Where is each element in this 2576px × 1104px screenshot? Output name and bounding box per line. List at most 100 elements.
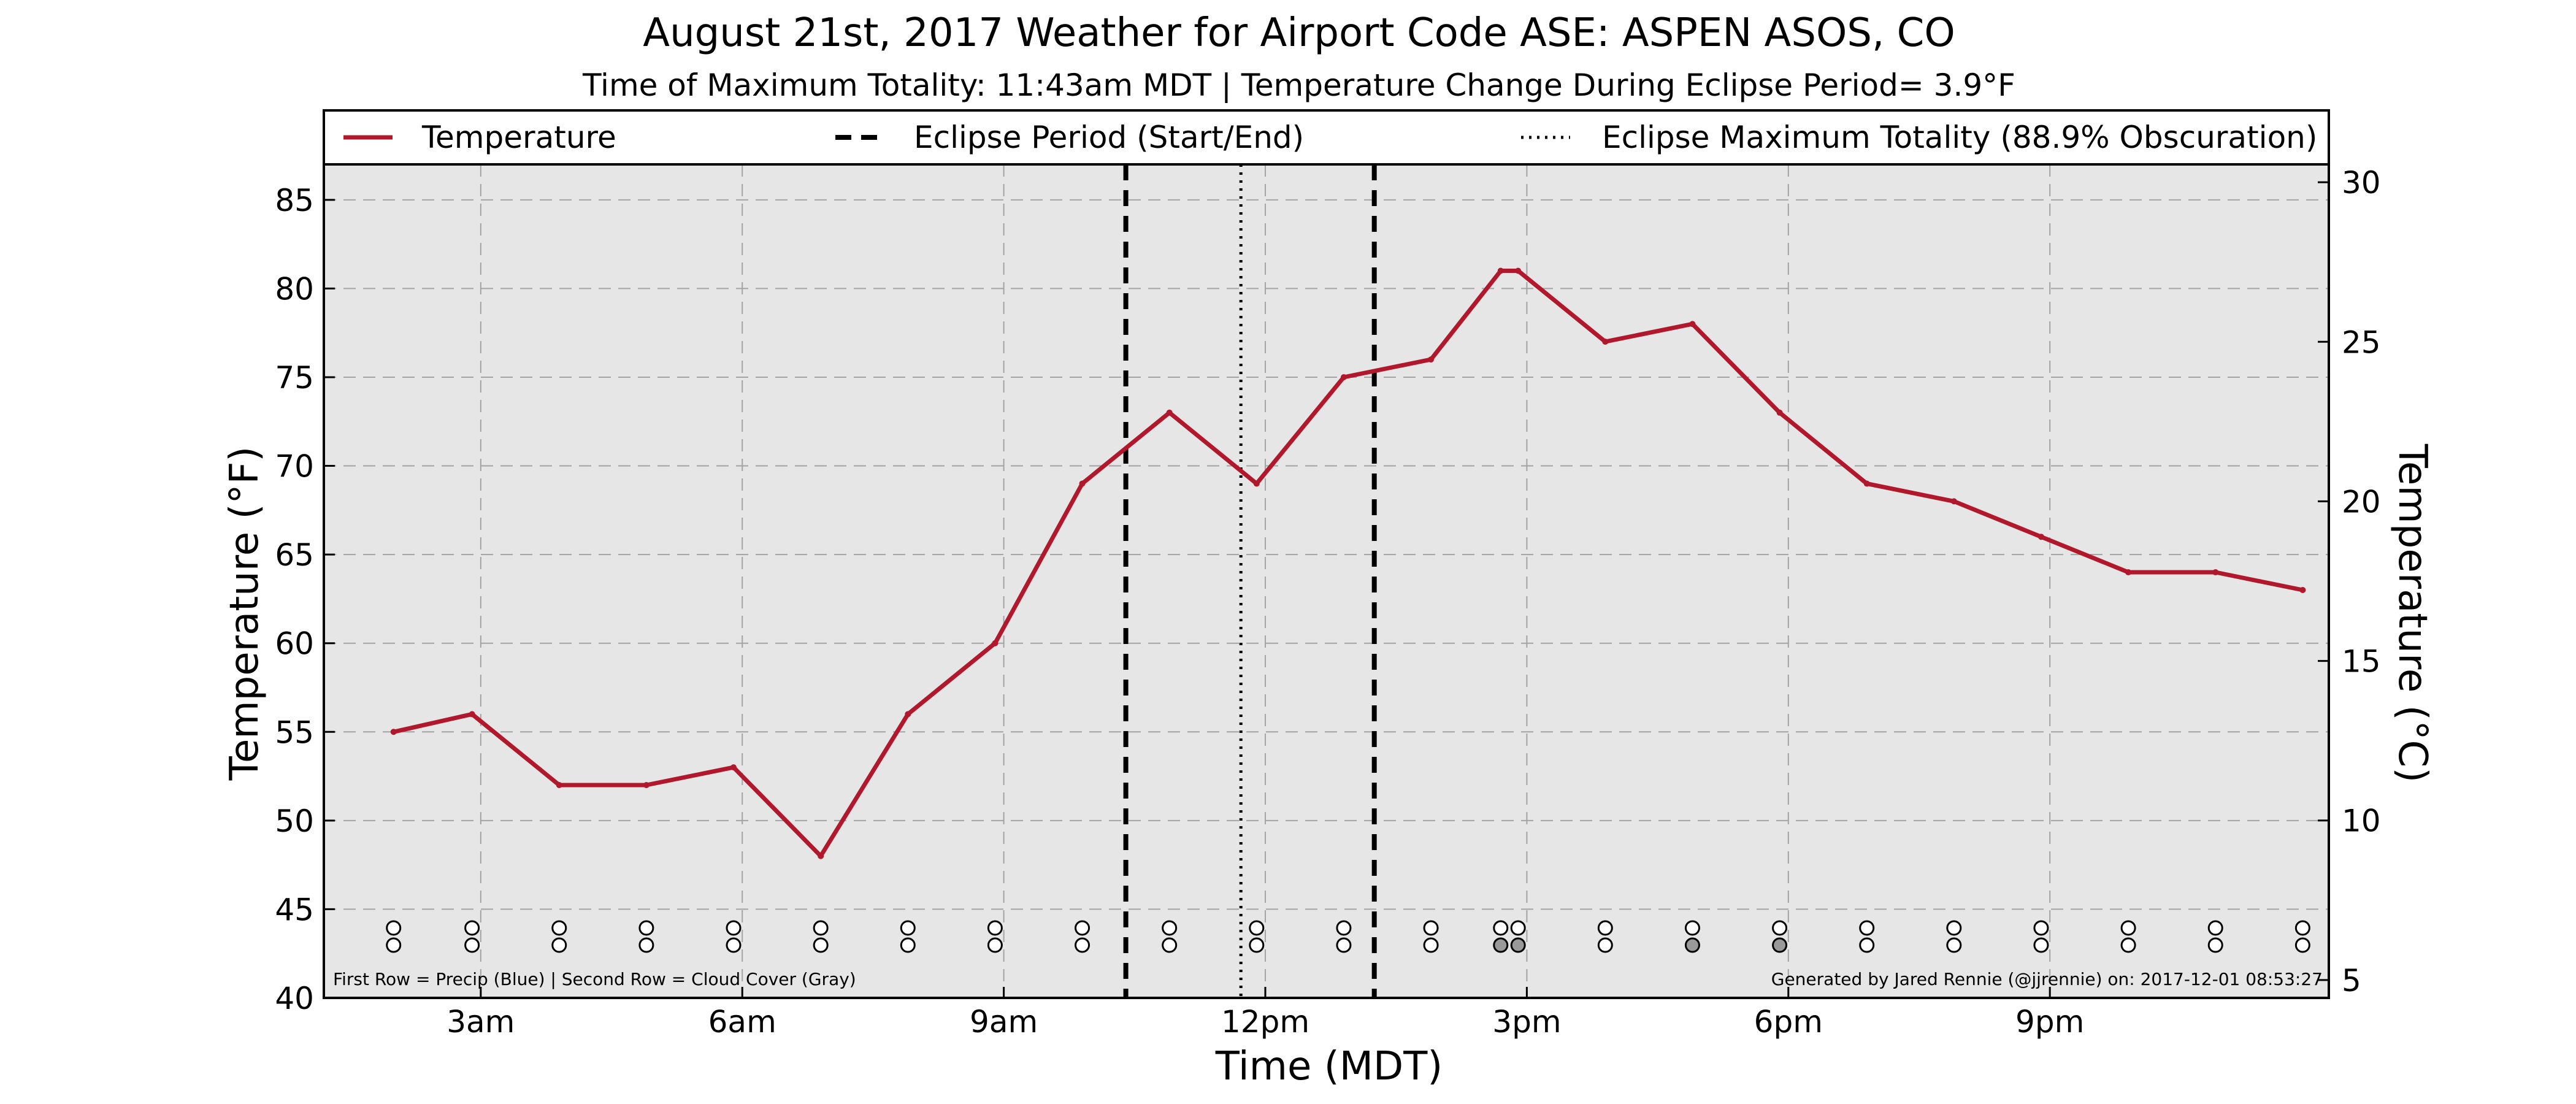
- temperature-point: [905, 711, 911, 718]
- x-tick-label: 9am: [970, 1004, 1038, 1040]
- legend-temperature-label: Temperature: [421, 120, 616, 155]
- legend-eclipse-max-label: Eclipse Maximum Totality (88.9% Obscurat…: [1602, 120, 2317, 155]
- temperature-point: [1497, 267, 1504, 274]
- cloud-cover-marker: [551, 937, 567, 953]
- temperature-point: [1428, 356, 1435, 363]
- cloud-cover-marker: [2120, 937, 2136, 953]
- precip-marker: [464, 920, 480, 936]
- cloud-cover-marker: [1597, 937, 1613, 953]
- cloud-cover-marker: [1162, 937, 1178, 953]
- precip-marker: [1859, 920, 1875, 936]
- precip-marker: [1249, 920, 1265, 936]
- cloud-cover-marker: [1946, 937, 1962, 953]
- chart-title: August 21st, 2017 Weather for Airport Co…: [643, 10, 1955, 56]
- precip-marker: [2120, 920, 2136, 936]
- x-tick-label: 3pm: [1492, 1004, 1561, 1040]
- cloud-cover-marker: [987, 937, 1003, 953]
- cloud-cover-marker: [1336, 937, 1352, 953]
- footnote-left: First Row = Precip (Blue) | Second Row =…: [333, 969, 856, 989]
- temperature-point: [992, 640, 999, 646]
- temperature-point: [1950, 498, 1957, 505]
- grid: [324, 164, 2329, 999]
- precip-marker: [1423, 920, 1439, 936]
- precip-marker: [813, 920, 829, 936]
- temperature-point: [1863, 480, 1870, 487]
- temperature-point: [1602, 339, 1609, 345]
- precip-marker: [1336, 920, 1352, 936]
- chart-subtitle: Time of Maximum Totality: 11:43am MDT | …: [582, 67, 2015, 103]
- precip-marker: [551, 920, 567, 936]
- precip-marker: [1772, 920, 1788, 936]
- y2-tick-label: 5: [2342, 963, 2361, 999]
- cloud-cover-marker: [1684, 937, 1700, 953]
- precip-marker: [1684, 920, 1700, 936]
- y-tick-label: 75: [275, 360, 314, 396]
- x-axis-label: Time (MDT): [1215, 1044, 1443, 1089]
- cloud-cover-marker: [2294, 937, 2310, 953]
- cloud-cover-marker: [726, 937, 742, 953]
- y-tick-label: 65: [275, 537, 314, 573]
- cloud-cover-marker: [1075, 937, 1091, 953]
- y-tick-label: 80: [275, 271, 314, 307]
- temperature-point: [2212, 569, 2219, 576]
- cloud-cover-marker: [386, 937, 402, 953]
- precip-marker: [987, 920, 1003, 936]
- precip-marker: [1493, 920, 1509, 936]
- temperature-point: [1515, 267, 1522, 274]
- cloud-cover-marker: [1423, 937, 1439, 953]
- y2-axis-label: Temperature (°C): [2390, 443, 2435, 783]
- temperature-point: [1079, 480, 1086, 487]
- precip-marker: [638, 920, 654, 936]
- x-tick-label: 9pm: [2015, 1004, 2084, 1040]
- temperature-point: [469, 711, 475, 718]
- precip-marker: [1946, 920, 1962, 936]
- precip-marker: [2207, 920, 2223, 936]
- cloud-cover-marker: [2033, 937, 2049, 953]
- temperature-point: [556, 782, 562, 789]
- temperature-point: [818, 853, 824, 859]
- legend-eclipse-period-label: Eclipse Period (Start/End): [914, 120, 1304, 155]
- precip-marker: [386, 920, 402, 936]
- footnote-right: Generated by Jared Rennie (@jjrennie) on…: [1771, 969, 2323, 989]
- y-tick-label: 50: [275, 803, 314, 839]
- temperature-point: [1340, 374, 1347, 380]
- temperature-point: [1776, 409, 1783, 416]
- y2-tick-label: 20: [2342, 484, 2381, 519]
- y-tick-label: 60: [275, 626, 314, 662]
- temperature-series-line: [393, 269, 2304, 859]
- temperature-point: [390, 729, 397, 735]
- y-tick-label: 40: [275, 981, 314, 1016]
- y-tick-label: 45: [275, 892, 314, 927]
- x-tick-label: 6am: [708, 1004, 776, 1040]
- y2-tick-label: 15: [2342, 644, 2381, 680]
- precip-marker: [1162, 920, 1178, 936]
- y2-tick-label: 10: [2342, 803, 2381, 839]
- y-tick-label: 85: [275, 183, 314, 218]
- temperature-point: [730, 764, 737, 771]
- temperature-point: [643, 782, 650, 789]
- cloud-cover-marker: [1510, 937, 1526, 953]
- temperature-point: [1689, 321, 1696, 328]
- cloud-cover-marker: [2207, 937, 2223, 953]
- legend-box: [323, 109, 2330, 166]
- plot-area: [324, 164, 2329, 998]
- cloud-cover-marker: [1772, 937, 1788, 953]
- temperature-point: [1166, 409, 1173, 416]
- temperature-point: [2037, 534, 2044, 540]
- precip-marker: [2033, 920, 2049, 936]
- legend: Temperature Eclipse Period (Start/End) Ecl…: [323, 109, 2330, 166]
- y-axis-label: Temperature (°F): [222, 447, 267, 781]
- precip-marker: [1075, 920, 1091, 936]
- y2-tick-label: 30: [2342, 165, 2381, 201]
- precip-marker: [726, 920, 742, 936]
- x-tick-label: 3am: [447, 1004, 515, 1040]
- precip-marker: [1510, 920, 1526, 936]
- y-tick-label: 70: [275, 449, 314, 485]
- cloud-cover-marker: [1859, 937, 1875, 953]
- cloud-cover-marker: [1493, 937, 1509, 953]
- precip-marker: [1597, 920, 1613, 936]
- cloud-cover-marker: [813, 937, 829, 953]
- temperature-point: [2299, 586, 2306, 593]
- y-tick-label: 55: [275, 715, 314, 750]
